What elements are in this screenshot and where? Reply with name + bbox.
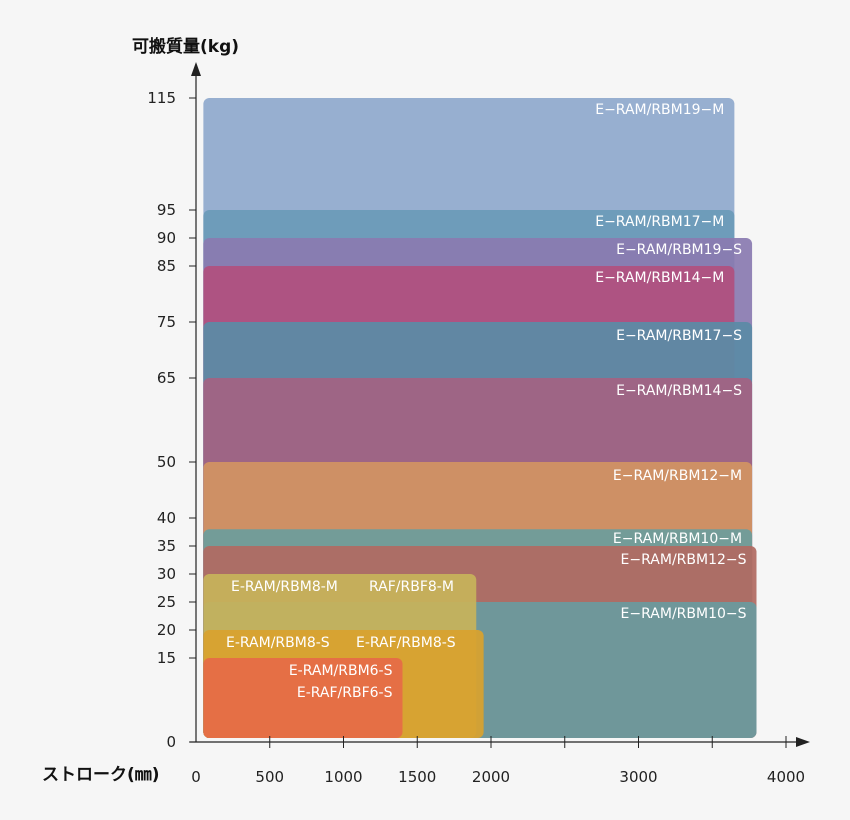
- y-tick-label: 85: [157, 257, 176, 275]
- y-tick-label: 50: [157, 453, 176, 471]
- band-label: E−RAM/RBM17−M: [595, 214, 724, 230]
- y-tick-label: 75: [157, 313, 176, 331]
- x-tick-label: 500: [255, 768, 284, 786]
- band-label: E−RAM/RBM19−S: [616, 242, 742, 258]
- band-label: E−RAM/RBM19−M: [595, 102, 724, 118]
- y-axis-title: 可搬質量(kg): [132, 36, 239, 57]
- y-tick-label: 40: [157, 509, 176, 527]
- band-label: E-RAM/RBM8-M: [231, 579, 338, 595]
- y-tick-label: 90: [157, 229, 176, 247]
- band-label: E−RAM/RBM10−S: [621, 606, 747, 622]
- band-label: E−RAM/RBM17−S: [616, 328, 742, 344]
- y-tick-label: 0: [166, 733, 176, 751]
- y-axis-arrow-icon: [191, 62, 201, 76]
- band-label: E−RAM/RBM14−S: [616, 383, 742, 399]
- band-label: E-RAM/RBM6-S: [289, 663, 393, 679]
- x-tick-label: 4000: [767, 768, 805, 786]
- band-label: E−RAM/RBM14−M: [595, 270, 724, 286]
- x-tick-label: 0: [191, 768, 201, 786]
- band-label: RAF/RBF8-M: [369, 579, 454, 595]
- range-bands: E−RAM/RBM19−M E−RAM/RBM17−M E−RAM/RBM19−S E…: [203, 98, 757, 738]
- band-label: E−RAM/RBM12−S: [621, 552, 747, 568]
- x-axis-title: ストローク(㎜): [42, 765, 160, 785]
- x-axis-arrow-icon: [796, 737, 810, 747]
- x-tick-label: 3000: [619, 768, 657, 786]
- y-tick-label: 65: [157, 369, 176, 387]
- y-tick-label: 35: [157, 537, 176, 555]
- y-tick-label: 115: [147, 89, 176, 107]
- band-label: E-RAF/RBF6-S: [297, 685, 393, 701]
- band-13: E-RAM/RBM6-S E-RAF/RBF6-S: [203, 658, 403, 738]
- y-tick-label: 30: [157, 565, 176, 583]
- y-tick-label: 15: [157, 649, 176, 667]
- x-tick-label: 1500: [398, 768, 436, 786]
- tick-marks: 0 15 20 25 30 35 40 50 65 75 85 90 95 115 0 500 1000 1500…: [147, 89, 805, 786]
- x-tick-label: 2000: [472, 768, 510, 786]
- band-label: E-RAM/RBM8-S: [226, 635, 330, 651]
- band-rect: [203, 658, 403, 738]
- y-tick-label: 95: [157, 201, 176, 219]
- x-tick-label: 1000: [324, 768, 362, 786]
- band-label: E-RAF/RBM8-S: [356, 635, 456, 651]
- band-label: E−RAM/RBM12−M: [613, 468, 742, 484]
- y-tick-label: 25: [157, 593, 176, 611]
- y-tick-label: 20: [157, 621, 176, 639]
- band-label: E−RAM/RBM10−M: [613, 531, 742, 547]
